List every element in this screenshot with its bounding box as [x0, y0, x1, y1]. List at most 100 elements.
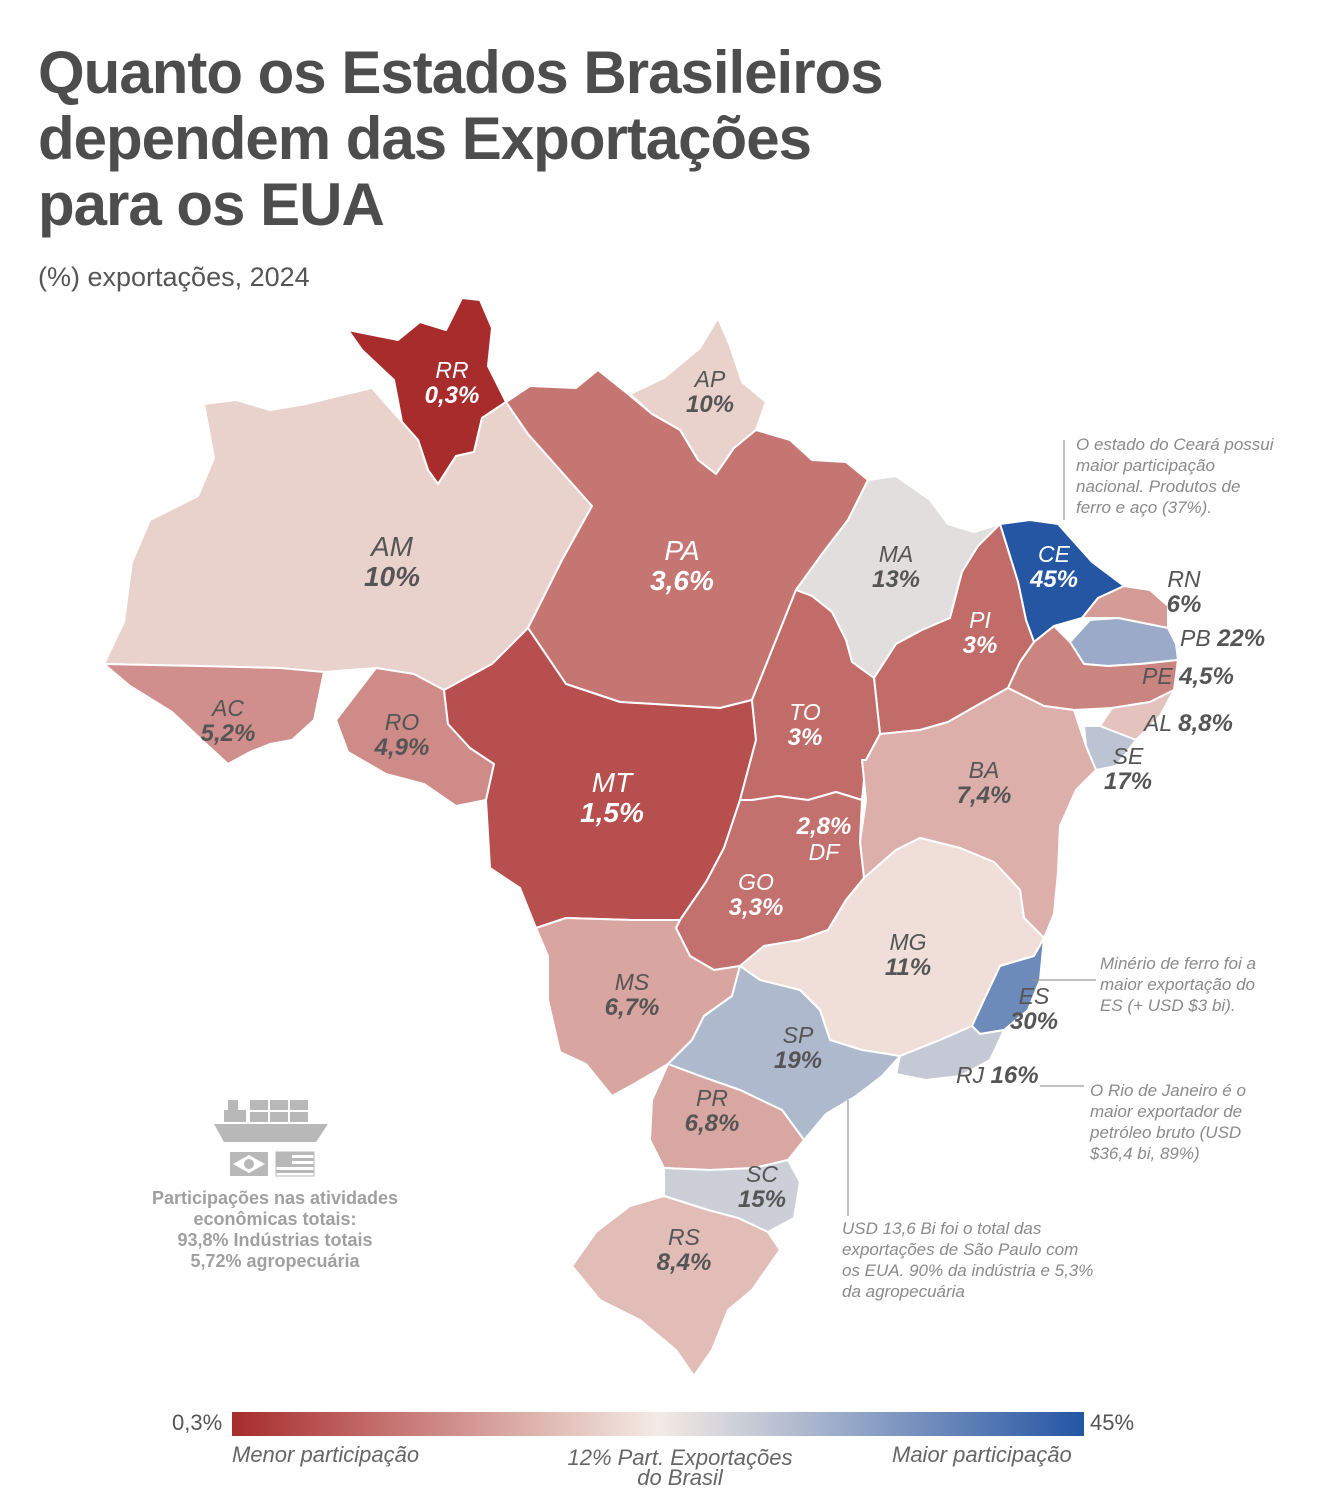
state-code-es: ES: [1019, 983, 1050, 1009]
state-value-rs: 8,4%: [657, 1249, 712, 1276]
state-code-rs: RS: [668, 1224, 701, 1250]
state-code-rn: RN: [1167, 566, 1201, 592]
state-value: 22%: [1216, 625, 1265, 652]
state-code-sc: SC: [746, 1161, 778, 1187]
note-line: petróleo bruto (USD: [1090, 1123, 1242, 1142]
state-code-go: GO: [738, 869, 774, 895]
note-line: maior participação: [1076, 456, 1215, 475]
legend-mid-line: do Brasil: [637, 1465, 723, 1490]
state-value-ro: 4,9%: [374, 734, 430, 761]
state-code: PE: [1142, 663, 1179, 689]
state-code: AL: [1142, 710, 1178, 736]
legend-mid-text: 12% Part. Exportações do Brasil: [560, 1445, 800, 1490]
state-label-al: AL 8,8%: [1142, 710, 1233, 737]
state-code-ma: MA: [879, 541, 914, 567]
state-code-df: DF: [809, 839, 842, 865]
state-code-ro: RO: [385, 709, 420, 735]
state-code-am: AM: [369, 531, 414, 562]
state-value: 8,8%: [1178, 710, 1233, 737]
note-line: USD 13,6 Bi foi o total das: [842, 1219, 1042, 1238]
side-line: 93,8% Indústrias totais: [177, 1230, 373, 1250]
state-code-se: SE: [1113, 743, 1144, 769]
rio-de-janeiro-note: O Rio de Janeiro é o maior exportador de…: [1090, 1080, 1246, 1164]
note-line: da agropecuária: [842, 1282, 965, 1301]
sao-paulo-note: USD 13,6 Bi foi o total das exportações …: [842, 1218, 1093, 1302]
state-value-se: 17%: [1104, 768, 1152, 795]
state-code-sp: SP: [783, 1022, 814, 1048]
brazil-flag-icon: [230, 1152, 268, 1176]
note-line: maior exportador de: [1090, 1102, 1243, 1121]
ceara-note: O estado do Ceará possui maior participa…: [1076, 434, 1274, 518]
note-line: exportações de São Paulo com: [842, 1240, 1079, 1259]
state-code-pi: PI: [969, 607, 991, 633]
state-value-am: 10%: [364, 561, 420, 592]
economic-participation-note: Participações nas atividades econômicas …: [120, 1188, 430, 1272]
legend-low-text: Menor participação: [232, 1442, 420, 1467]
legend-high-text: Maior participação: [892, 1442, 1072, 1467]
state-value-sp: 19%: [774, 1047, 822, 1074]
state-value-ap: 10%: [686, 391, 734, 418]
state-code-mg: MG: [889, 929, 926, 955]
state-value-go: 3,3%: [729, 894, 784, 921]
title-line: para os EUA: [38, 171, 385, 238]
state-value-ba: 7,4%: [957, 782, 1012, 809]
note-line: $36,4 bi, 89%): [1090, 1144, 1200, 1163]
note-line: nacional. Produtos de: [1076, 477, 1241, 496]
state-value-pi: 3%: [963, 632, 998, 659]
usa-flag-icon: [275, 1151, 315, 1177]
note-line: O estado do Ceará possui: [1076, 435, 1274, 454]
espirito-santo-note: Minério de ferro foi a maior exportação …: [1100, 953, 1256, 1016]
note-line: os EUA. 90% da indústria e 5,3%: [842, 1261, 1094, 1280]
title-line: Quanto os Estados Brasileiros: [38, 39, 884, 106]
side-line: 5,72% agropecuária: [190, 1251, 360, 1271]
state-code-pr: PR: [696, 1085, 728, 1111]
side-line: Participações nas atividades: [151, 1188, 399, 1208]
cargo-ship-icon: [214, 1100, 328, 1142]
state-value-rr: 0,3%: [425, 382, 480, 409]
state-code-ap: AP: [693, 366, 726, 392]
state-value-to: 3%: [788, 724, 823, 751]
state-code-pa: PA: [664, 535, 699, 566]
note-line: Minério de ferro foi a: [1100, 954, 1256, 973]
state-value-es: 30%: [1010, 1008, 1058, 1035]
state-ac: [103, 663, 325, 765]
state-code: RJ: [956, 1062, 991, 1088]
state-code-rr: RR: [435, 357, 468, 383]
state-value-rn: 6%: [1167, 591, 1202, 618]
state-value-mg: 11%: [885, 954, 931, 981]
state-code-mt: MT: [592, 767, 634, 798]
state-code-ce: CE: [1038, 541, 1071, 567]
state-rs: [571, 1195, 781, 1377]
state-label-pe: PE 4,5%: [1142, 663, 1234, 690]
state-code-to: TO: [789, 699, 821, 725]
title-line: dependem das Exportações: [38, 105, 812, 172]
legend-color-bar: [232, 1412, 1084, 1436]
state-value: 16%: [991, 1062, 1039, 1089]
state-value-pa: 3,6%: [650, 565, 714, 596]
state-value-pr: 6,8%: [685, 1110, 740, 1137]
legend-max-label: 45%: [1090, 1410, 1135, 1435]
state-code-ba: BA: [969, 757, 1000, 783]
note-line: ferro e aço (37%).: [1076, 498, 1213, 517]
state-label-rj: RJ 16%: [956, 1062, 1039, 1089]
state-code-ms: MS: [615, 969, 650, 995]
page-title: Quanto os Estados Brasileiros dependem d…: [38, 40, 998, 238]
state-label-pb: PB 22%: [1180, 625, 1265, 652]
subtitle: (%) exportações, 2024: [38, 262, 310, 292]
state-value-mt: 1,5%: [580, 797, 644, 828]
state-code: PB: [1180, 625, 1217, 651]
state-value-ma: 13%: [872, 566, 920, 593]
note-line: O Rio de Janeiro é o: [1090, 1081, 1246, 1100]
state-value-ms: 6,7%: [605, 994, 660, 1021]
state-es: [971, 937, 1045, 1035]
state-rj: [895, 1025, 1005, 1081]
note-line: ES (+ USD $3 bi).: [1100, 996, 1236, 1015]
state-value-sc: 15%: [738, 1186, 786, 1213]
state-value-df: 2,8%: [796, 813, 852, 840]
legend-min-label: 0,3%: [172, 1410, 223, 1435]
state-value-ce: 45%: [1029, 566, 1078, 593]
note-line: maior exportação do: [1100, 975, 1255, 994]
legend-mid-line: 12% Part. Exportações: [567, 1445, 793, 1470]
state-pe: [1007, 625, 1179, 711]
